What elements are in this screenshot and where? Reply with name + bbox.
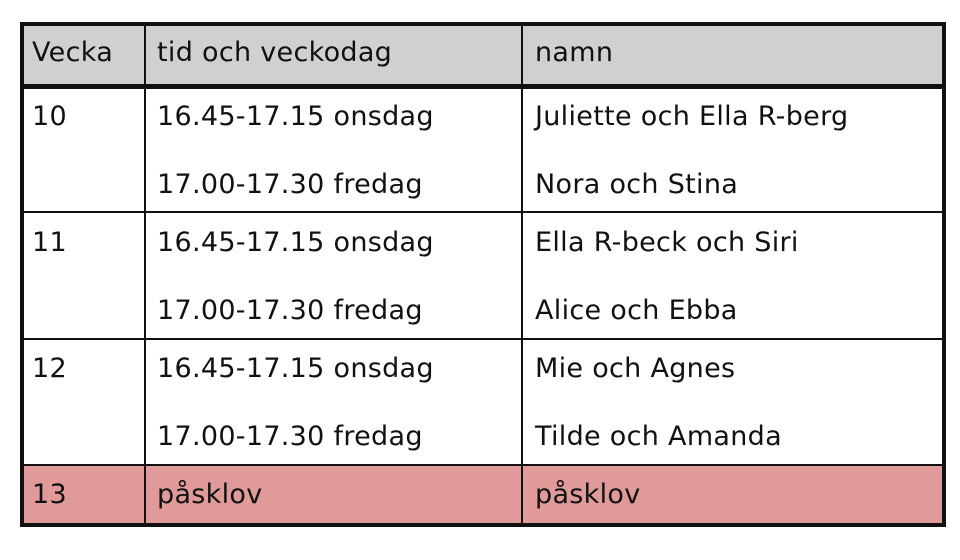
time-cell: 16.45-17.15 onsdag: [157, 101, 434, 132]
row-rule: [20, 464, 946, 466]
time-cell: påsklov: [157, 479, 263, 510]
time-cell: 17.00-17.30 fredag: [157, 295, 423, 326]
names-cell: Nora och Stina: [535, 169, 739, 200]
time-cell: 16.45-17.15 onsdag: [157, 227, 434, 258]
week-cell: 11: [32, 227, 67, 258]
row-rule: [20, 338, 946, 340]
names-cell: Alice och Ebba: [535, 295, 738, 326]
time-cell: 16.45-17.15 onsdag: [157, 353, 434, 384]
table-border: [20, 22, 946, 527]
holiday-row-bg: [20, 465, 946, 527]
names-cell: påsklov: [535, 479, 641, 510]
names-cell: Juliette och Ella R-berg: [535, 101, 849, 132]
row-rule: [20, 211, 946, 213]
week-cell: 10: [32, 101, 67, 132]
week-cell: 13: [32, 479, 67, 510]
header-cell: Vecka: [32, 37, 114, 68]
time-cell: 17.00-17.30 fredag: [157, 421, 423, 452]
names-cell: Tilde och Amanda: [535, 421, 782, 452]
header-cell: namn: [535, 37, 614, 68]
names-cell: Ella R-beck och Siri: [535, 227, 799, 258]
header-cell: tid och veckodag: [157, 37, 393, 68]
column-rule: [144, 22, 146, 527]
week-cell: 12: [32, 353, 67, 384]
names-cell: Mie och Agnes: [535, 353, 736, 384]
column-rule: [521, 22, 523, 527]
header-rule: [20, 84, 946, 89]
time-cell: 17.00-17.30 fredag: [157, 169, 423, 200]
header-bg: [20, 22, 946, 86]
